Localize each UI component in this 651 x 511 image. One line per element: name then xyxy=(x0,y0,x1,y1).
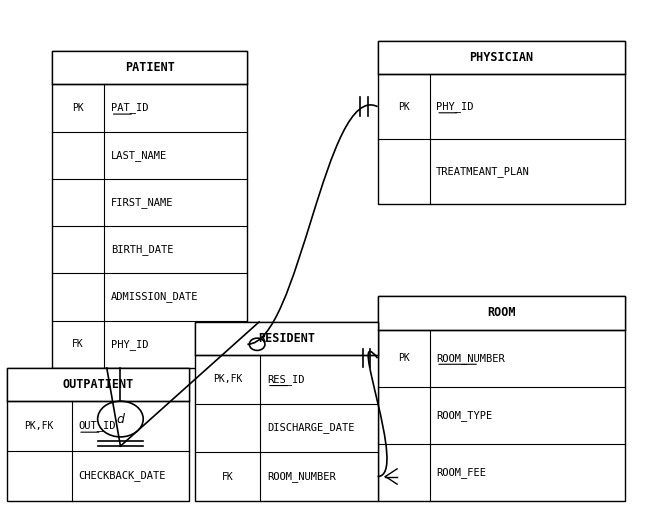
Text: PHY_ID: PHY_ID xyxy=(111,339,148,350)
Text: ROOM: ROOM xyxy=(487,307,516,319)
FancyBboxPatch shape xyxy=(378,41,625,74)
Text: RES_ID: RES_ID xyxy=(267,374,305,385)
Text: LAST_NAME: LAST_NAME xyxy=(111,150,167,160)
Text: PAT_ID: PAT_ID xyxy=(111,103,148,113)
FancyBboxPatch shape xyxy=(378,296,625,330)
Text: PK: PK xyxy=(398,353,409,363)
FancyBboxPatch shape xyxy=(195,322,378,501)
Text: RESIDENT: RESIDENT xyxy=(258,332,315,345)
Text: d: d xyxy=(117,412,124,426)
Text: FK: FK xyxy=(72,339,84,350)
FancyBboxPatch shape xyxy=(52,51,247,84)
Text: PHY_ID: PHY_ID xyxy=(436,101,474,112)
Text: ADMISSION_DATE: ADMISSION_DATE xyxy=(111,292,198,303)
FancyBboxPatch shape xyxy=(378,296,625,501)
Text: BIRTH_DATE: BIRTH_DATE xyxy=(111,244,173,255)
Text: PK,FK: PK,FK xyxy=(24,421,54,431)
Text: ROOM_NUMBER: ROOM_NUMBER xyxy=(267,471,336,482)
Text: FIRST_NAME: FIRST_NAME xyxy=(111,197,173,208)
Text: PHYSICIAN: PHYSICIAN xyxy=(469,51,533,64)
Text: ROOM_TYPE: ROOM_TYPE xyxy=(436,410,492,421)
FancyBboxPatch shape xyxy=(7,368,189,401)
Text: ROOM_FEE: ROOM_FEE xyxy=(436,467,486,478)
Text: CHECKBACK_DATE: CHECKBACK_DATE xyxy=(78,471,165,481)
Text: PATIENT: PATIENT xyxy=(125,61,174,74)
Text: ROOM_NUMBER: ROOM_NUMBER xyxy=(436,353,505,364)
Text: FK: FK xyxy=(222,472,234,481)
Text: PK,FK: PK,FK xyxy=(213,375,243,384)
Text: PK: PK xyxy=(398,102,409,112)
Text: TREATMEANT_PLAN: TREATMEANT_PLAN xyxy=(436,167,530,177)
Text: OUT_ID: OUT_ID xyxy=(78,421,116,431)
Text: PK: PK xyxy=(72,103,84,113)
FancyBboxPatch shape xyxy=(378,41,625,204)
FancyBboxPatch shape xyxy=(7,368,189,501)
Text: OUTPATIENT: OUTPATIENT xyxy=(62,378,133,391)
FancyBboxPatch shape xyxy=(52,51,247,368)
Text: DISCHARGE_DATE: DISCHARGE_DATE xyxy=(267,423,354,433)
FancyBboxPatch shape xyxy=(195,322,378,355)
